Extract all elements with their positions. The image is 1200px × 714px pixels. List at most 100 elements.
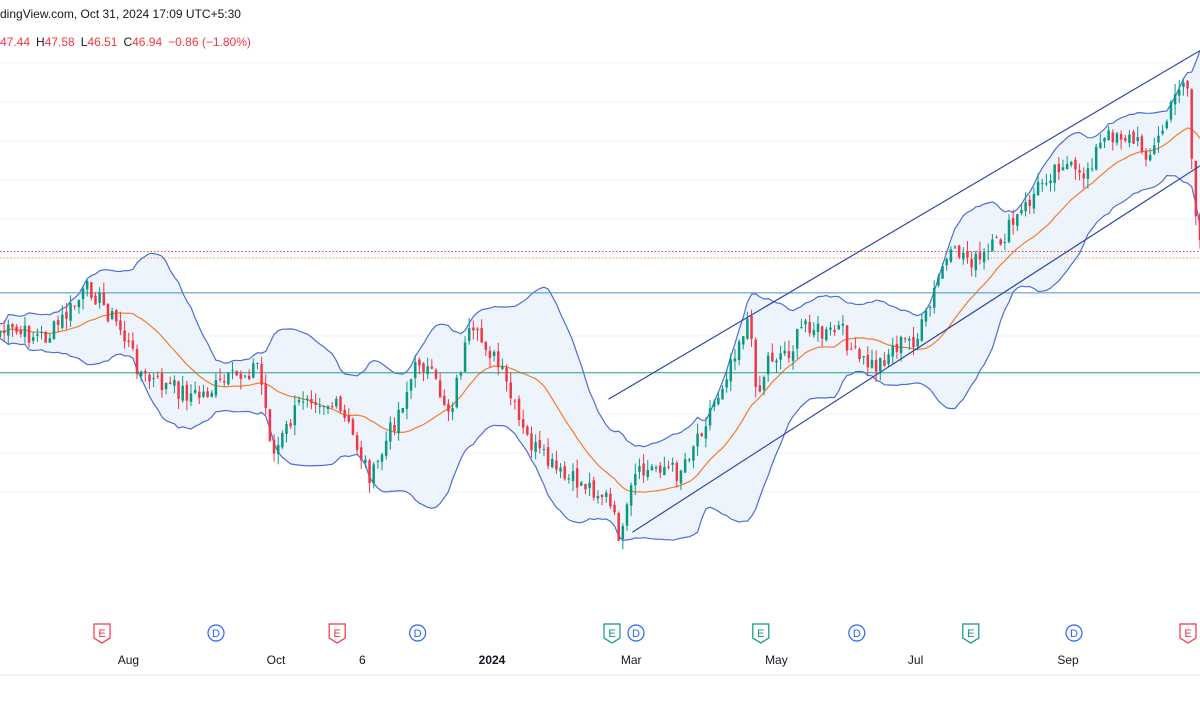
candle-body (198, 391, 201, 398)
candle-body (355, 435, 359, 450)
candle-body (56, 320, 60, 326)
trend-channel-line[interactable] (608, 50, 1200, 400)
chart-source-title: dingView.com, Oct 31, 2024 17:09 UTC+5:3… (0, 7, 241, 21)
candle-body (347, 415, 351, 422)
candle-body (1028, 199, 1031, 206)
bollinger-lower-line (0, 174, 1200, 542)
candle-body (401, 408, 405, 413)
candle-body (588, 482, 591, 489)
candle-body (874, 359, 878, 372)
candle-body (364, 459, 367, 463)
dividend-event-marker[interactable] (207, 624, 225, 642)
candle-body (501, 366, 504, 369)
candle-body (642, 463, 645, 476)
candle-body (1190, 89, 1193, 159)
candle-body (135, 349, 139, 375)
candle-body (816, 323, 820, 332)
candle-body (185, 384, 189, 401)
candle-body (193, 389, 197, 393)
candle-body (260, 364, 263, 385)
dividend-event-marker[interactable] (1065, 624, 1083, 642)
candle-body (1082, 173, 1085, 179)
event-marker-label: E (98, 628, 105, 640)
candle-body (538, 440, 542, 449)
candle-body (264, 383, 267, 409)
candle-body (214, 379, 218, 396)
candle-body (725, 379, 728, 388)
candle-body (1040, 183, 1044, 185)
earnings-event-marker[interactable] (752, 623, 770, 644)
candle-body (1140, 136, 1144, 152)
candle-body (995, 237, 998, 239)
earnings-event-marker[interactable] (962, 623, 980, 644)
candle-body (139, 371, 143, 377)
candle-body (48, 338, 52, 343)
candle-body (1011, 217, 1015, 225)
candle-body (160, 373, 164, 391)
candle-body (0, 331, 2, 338)
candle-body (754, 339, 757, 387)
low-label: L (80, 35, 88, 49)
candle-body (879, 357, 882, 372)
candle-body (721, 389, 724, 400)
candle-body (1020, 209, 1023, 214)
candle-body (638, 466, 641, 472)
earnings-event-marker[interactable] (1179, 623, 1197, 644)
event-marker-label: D (1070, 628, 1078, 640)
candle-body (712, 401, 716, 407)
candle-body (604, 492, 608, 498)
trend-channel-line[interactable] (632, 165, 1200, 533)
candle-body (61, 314, 64, 328)
candle-body (360, 447, 363, 461)
earnings-event-marker[interactable] (328, 623, 346, 644)
dividend-event-marker[interactable] (409, 624, 427, 642)
candle-body (1182, 82, 1185, 88)
candle-body (746, 318, 749, 339)
candle-body (15, 326, 18, 333)
candle-body (301, 401, 305, 403)
candle-body (957, 245, 961, 258)
candle-body (949, 249, 953, 262)
candle-body (920, 319, 924, 341)
dividend-event-marker[interactable] (627, 624, 645, 642)
bollinger-fill (0, 50, 1200, 541)
candle-body (23, 325, 27, 337)
candle-body (812, 330, 816, 336)
candle-body (455, 377, 458, 408)
candle-body (820, 326, 824, 339)
candle-body (1049, 180, 1052, 184)
candle-body (1153, 145, 1156, 155)
candle-body (434, 369, 438, 379)
candle-body (621, 526, 625, 540)
candle-body (1157, 135, 1160, 143)
candle-body (397, 409, 400, 434)
candle-body (1111, 132, 1115, 143)
candle-body (314, 402, 317, 405)
candle-body (679, 470, 683, 484)
candle-body (966, 251, 969, 258)
candle-body (268, 409, 272, 441)
candle-body (634, 474, 637, 486)
candle-body (1144, 151, 1148, 160)
candle-body (808, 322, 811, 333)
candle-body (293, 405, 297, 426)
candle-body (1090, 168, 1094, 170)
candle-body (551, 458, 554, 468)
candle-body (11, 324, 14, 328)
candle-body (90, 282, 93, 298)
open-value: 47.44 (0, 35, 31, 49)
earnings-event-marker[interactable] (603, 623, 621, 644)
dividend-event-marker[interactable] (848, 624, 866, 642)
candle-body (1148, 155, 1152, 161)
candle-body (393, 424, 396, 431)
candle-body (895, 343, 899, 352)
candle-body (542, 448, 546, 450)
candle-body (310, 398, 313, 404)
candle-body (517, 398, 521, 421)
change-value: −0.86 (−1.80%) (168, 35, 251, 49)
candle-body (858, 349, 861, 360)
earnings-event-marker[interactable] (93, 623, 111, 644)
candle-body (339, 396, 342, 412)
